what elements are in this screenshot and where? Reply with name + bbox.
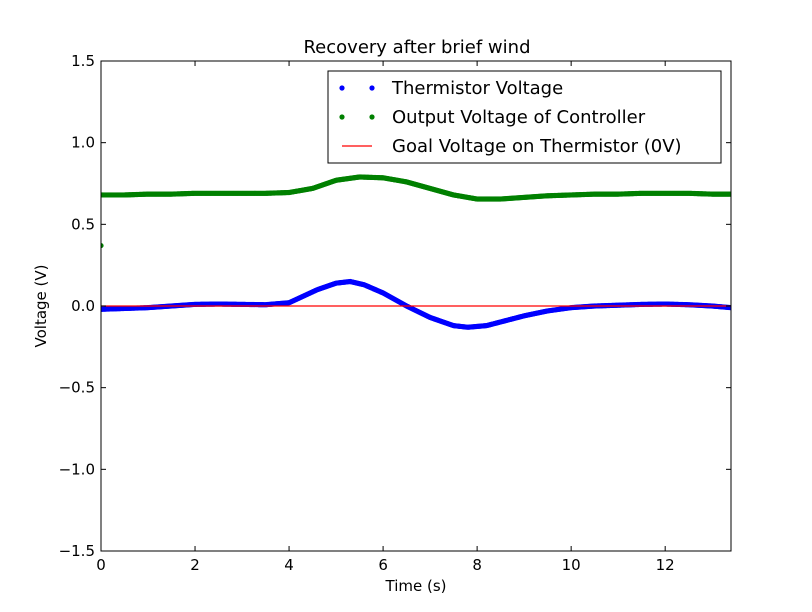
y-tick-label: −0.5 (59, 379, 95, 397)
legend-label: Thermistor Voltage (391, 78, 563, 99)
legend-swatch-dot (369, 114, 375, 120)
legend-swatch-dot (369, 85, 375, 91)
legend-item-1: Output Voltage of Controller (339, 107, 646, 128)
series-layer (101, 174, 731, 330)
y-axis-label: Voltage (V) (32, 265, 50, 348)
legend-swatch-dot (339, 114, 345, 120)
legend-items: Thermistor Voltage Output Voltage of Cont… (339, 78, 682, 157)
x-tick-label: 2 (190, 556, 200, 574)
x-tick-label: 12 (656, 556, 675, 574)
legend-swatch-dot (339, 85, 345, 91)
y-tick-label: 0.5 (71, 215, 95, 233)
tick-layer: 0 2 4 6 8 10 12 −1.5 −1.0 −0.5 0.0 0.5 1.0 1.5 (59, 52, 731, 574)
x-tick-label: 0 (96, 556, 106, 574)
y-tick-label: −1.0 (59, 460, 95, 478)
x-tick-label: 6 (378, 556, 388, 574)
x-tick-label: 8 (472, 556, 482, 574)
y-tick-label: 1.5 (71, 52, 95, 70)
y-tick-label: 0.0 (71, 297, 95, 315)
chart-title: Recovery after brief wind (303, 37, 530, 58)
x-tick-label: 10 (562, 556, 581, 574)
data-point (728, 191, 731, 197)
x-axis-label: Time (s) (385, 577, 447, 595)
legend-item-2: Goal Voltage on Thermistor (0V) (342, 136, 682, 157)
legend-label: Output Voltage of Controller (392, 107, 646, 128)
legend-box (327, 70, 722, 164)
legend: Thermistor Voltage Output Voltage of Cont… (327, 70, 722, 164)
y-tick-label: −1.5 (59, 542, 95, 560)
legend-item-0: Thermistor Voltage (339, 78, 563, 99)
x-tick-label: 4 (284, 556, 294, 574)
series-1 (101, 174, 731, 249)
data-point (101, 242, 104, 249)
y-tick-label: 1.0 (71, 134, 95, 152)
legend-label: Goal Voltage on Thermistor (0V) (392, 136, 682, 157)
